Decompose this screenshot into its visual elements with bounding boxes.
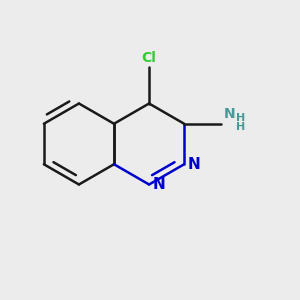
Text: Cl: Cl [142, 51, 157, 64]
Text: N: N [153, 177, 165, 192]
Text: N: N [188, 157, 200, 172]
Text: N: N [224, 107, 235, 121]
Text: H: H [236, 113, 245, 123]
Text: H: H [236, 122, 245, 132]
